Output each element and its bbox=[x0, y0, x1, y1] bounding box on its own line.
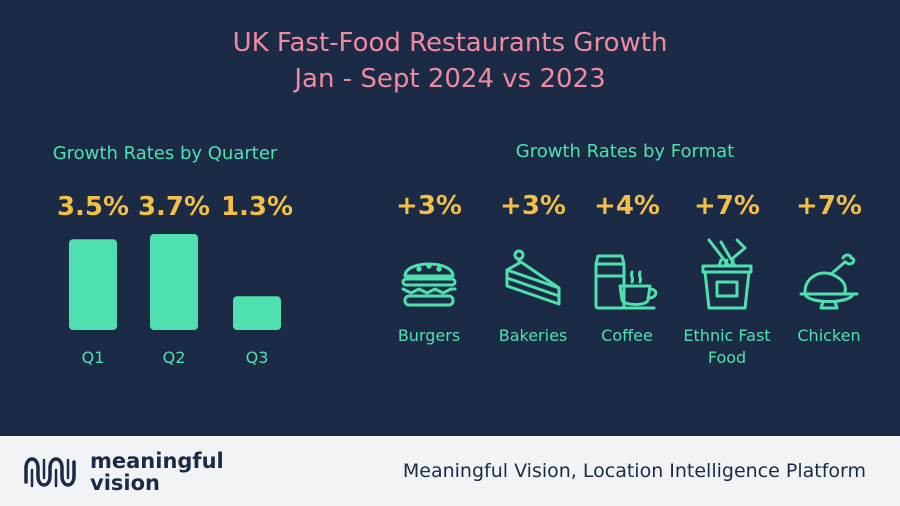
quarter-bar-chart: 3.5% Q1 3.7% Q2 1.3% Q3 bbox=[57, 192, 293, 367]
bar-q1 bbox=[69, 239, 117, 330]
footer-tagline: Meaningful Vision, Location Intelligence… bbox=[402, 460, 866, 482]
format-value: +4% bbox=[594, 191, 660, 221]
main-title: UK Fast-Food Restaurants Growth bbox=[232, 28, 668, 58]
format-label: Bakeries bbox=[498, 326, 568, 345]
noodle-box-icon bbox=[672, 236, 782, 310]
bar-category-label: Q2 bbox=[163, 348, 186, 367]
cake-slice-icon bbox=[478, 248, 588, 312]
logo-line-2: vision bbox=[90, 471, 160, 495]
coffee-cup-icon bbox=[572, 248, 682, 312]
burger-icon bbox=[374, 248, 484, 312]
bar-q2 bbox=[150, 234, 198, 330]
format-label: Burgers bbox=[397, 326, 461, 345]
footer: meaningful vision Meaningful Vision, Loc… bbox=[0, 436, 900, 506]
roast-chicken-icon bbox=[774, 248, 884, 312]
format-value: +7% bbox=[796, 191, 862, 221]
format-value: +3% bbox=[396, 191, 462, 221]
format-value: +7% bbox=[694, 191, 760, 221]
bar-value-label: 1.3% bbox=[221, 192, 293, 222]
format-value: +3% bbox=[500, 191, 566, 221]
bar-value-label: 3.5% bbox=[57, 192, 129, 222]
format-label: Chicken bbox=[797, 326, 861, 345]
bar-q3 bbox=[233, 296, 281, 330]
bar-category-label: Q1 bbox=[82, 348, 105, 367]
main-subtitle: Jan - Sept 2024 vs 2023 bbox=[294, 64, 606, 94]
format-label: Coffee bbox=[601, 326, 653, 345]
logo-wordmark: meaningful vision bbox=[90, 450, 224, 494]
bar-value-label: 3.7% bbox=[138, 192, 210, 222]
meaningful-vision-logo-icon bbox=[22, 452, 80, 496]
format-label: Ethnic Fast Food bbox=[683, 326, 771, 367]
bar-category-label: Q3 bbox=[246, 348, 269, 367]
quarter-chart-title: Growth Rates by Quarter bbox=[52, 143, 278, 164]
format-section-title: Growth Rates by Format bbox=[515, 141, 735, 162]
logo-line-1: meaningful bbox=[90, 449, 224, 473]
